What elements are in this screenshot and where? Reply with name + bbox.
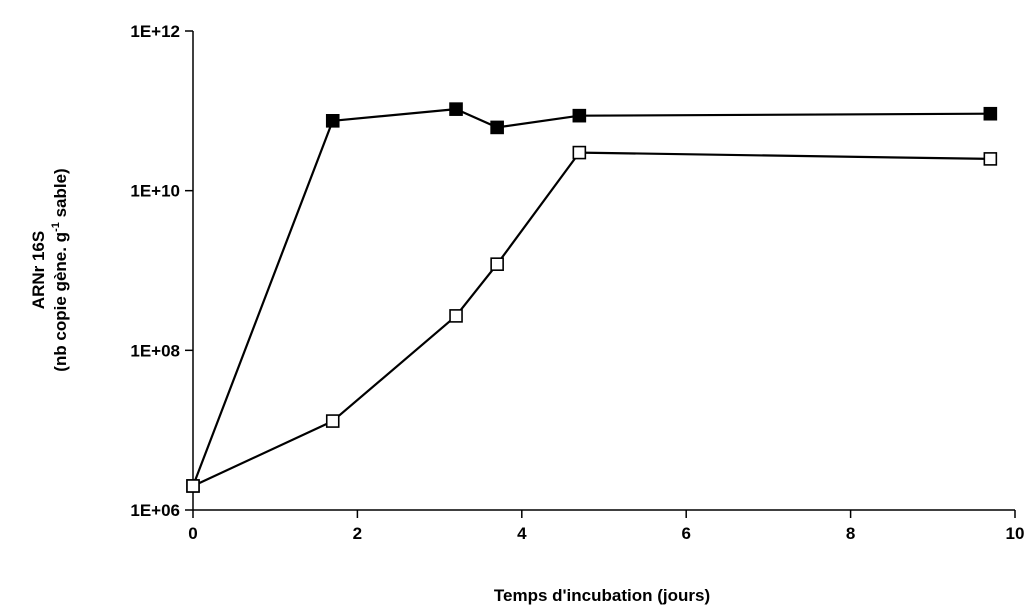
data-point bbox=[983, 152, 998, 166]
y-tick-label: 1E+12 bbox=[130, 22, 180, 41]
x-tick-label: 10 bbox=[1006, 524, 1025, 543]
axes bbox=[192, 31, 1015, 511]
x-ticks: 0 2 4 6 8 10 bbox=[188, 510, 1024, 543]
y-axis-title-line1: ARNr 16S bbox=[29, 231, 48, 309]
series-line bbox=[191, 107, 991, 487]
y-axis-title: ARNr 16S (nb copie gène. g-1 sable) bbox=[29, 168, 70, 371]
data-point bbox=[490, 257, 504, 271]
y-axis-title-line2-before: (nb copie gène. g bbox=[51, 232, 70, 372]
y-axis-title-line2: (nb copie gène. g-1 sable) bbox=[50, 168, 70, 371]
series-line bbox=[192, 151, 991, 487]
data-point bbox=[983, 106, 998, 121]
x-axis-title: Temps d'incubation (jours) bbox=[494, 586, 710, 605]
series-filled-squares bbox=[186, 102, 998, 493]
data-point bbox=[449, 309, 463, 323]
data-point bbox=[325, 114, 340, 128]
series-open-squares bbox=[186, 145, 998, 493]
y-axis-title-line2-sup: -1 bbox=[50, 222, 62, 232]
y-ticks: 1E+06 1E+08 1E+10 1E+12 bbox=[130, 22, 193, 520]
x-tick-label: 2 bbox=[353, 524, 362, 543]
x-tick-label: 6 bbox=[681, 524, 690, 543]
data-point bbox=[490, 120, 504, 135]
y-tick-label: 1E+06 bbox=[130, 501, 180, 520]
y-tick-label: 1E+08 bbox=[130, 341, 180, 360]
data-point bbox=[572, 145, 587, 160]
x-tick-label: 8 bbox=[846, 524, 855, 543]
data-point bbox=[449, 102, 463, 116]
x-tick-label: 4 bbox=[517, 524, 527, 543]
data-point bbox=[325, 414, 340, 428]
y-tick-label: 1E+10 bbox=[130, 182, 180, 201]
series-layer bbox=[186, 102, 998, 493]
x-tick-label: 0 bbox=[188, 524, 197, 543]
data-point bbox=[572, 108, 587, 123]
y-axis-title-line2-after: sable) bbox=[51, 168, 70, 222]
data-point bbox=[186, 479, 200, 493]
